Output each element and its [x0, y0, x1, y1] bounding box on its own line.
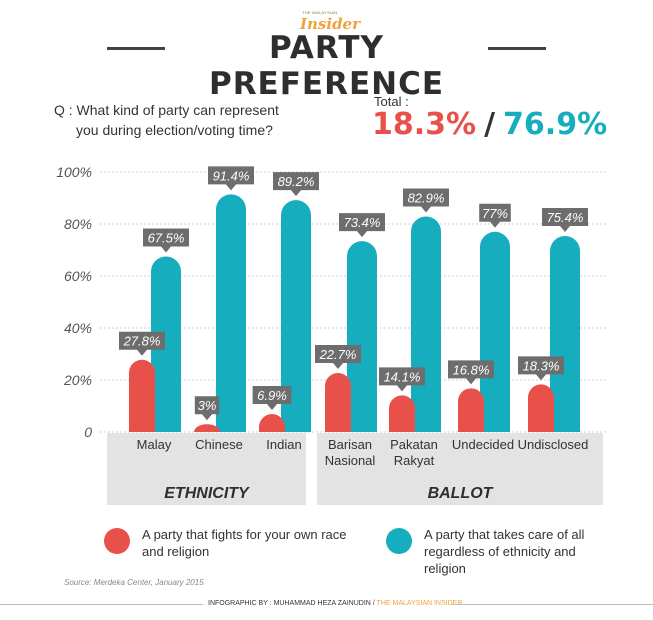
data-red-label: 27.8%: [123, 334, 161, 349]
group-label-ballot: BALLOT: [428, 485, 494, 502]
data-teal-label: 73.4%: [344, 215, 381, 230]
y-tick-label: 100%: [56, 164, 92, 180]
y-tick-label: 20%: [63, 372, 92, 388]
data-red-label: 3%: [198, 398, 217, 413]
page-title: PARTY PREFERENCE: [208, 30, 445, 102]
footer-rule-left: [0, 604, 203, 605]
source-note: Source: Merdeka Center, January 2015: [64, 578, 204, 587]
data-teal-box: [403, 188, 449, 213]
y-tick-label: 40%: [64, 320, 92, 336]
legend-item-teal: A party that takes care of all regardles…: [386, 526, 584, 577]
data-teal-box: [542, 207, 588, 232]
data-teal-label: 77%: [482, 206, 508, 221]
data-red-box: [315, 344, 361, 369]
data-teal-label: 75.4%: [547, 210, 584, 225]
x-tick-label: Chinese: [195, 437, 243, 452]
data-red-box: [448, 360, 494, 385]
bar-red: [129, 359, 155, 432]
data-red-label: 6.9%: [257, 388, 287, 403]
legend-teal-text: A party that takes care of all regardles…: [424, 526, 584, 577]
x-tick-label: Indian: [266, 437, 301, 452]
bar-red: [458, 388, 484, 432]
data-teal-box: [273, 172, 319, 197]
data-red-box: [252, 386, 292, 411]
total-separator: /: [484, 107, 496, 142]
footer-credit-text: INFOGRAPHIC BY : MUHAMMAD HEZA ZAINUDIN …: [208, 600, 377, 607]
total-label: Total :: [374, 94, 409, 109]
group-panel-ethnicity: [107, 433, 306, 505]
x-tick-label: Nasional: [325, 453, 376, 468]
x-tick-label: Malay: [137, 437, 172, 452]
data-teal-box: [339, 213, 385, 238]
bar-teal: [411, 216, 441, 432]
footer-rule-right: [452, 604, 653, 605]
total-values: 18.3%/76.9%: [372, 107, 607, 142]
data-teal-label: 89.2%: [278, 174, 315, 189]
data-red-label: 16.8%: [453, 362, 490, 377]
data-teal-label: 91.4%: [213, 168, 250, 183]
bar-teal: [281, 200, 311, 432]
footer-brand: THE MALAYSIAN INSIDER: [376, 600, 463, 607]
bar-red: [528, 384, 554, 432]
legend-teal-line-1: A party that takes care of all: [424, 527, 585, 542]
data-teal-label: 67.5%: [148, 231, 185, 246]
group-panel-ballot: [317, 433, 603, 505]
legend-red-text: A party that fights for your own race an…: [142, 526, 347, 560]
x-tick-label: Rakyat: [394, 453, 435, 468]
bar-teal: [216, 194, 246, 432]
data-red-label: 22.7%: [319, 347, 357, 362]
logo-wordmark: Insider: [300, 15, 360, 33]
data-red-box: [379, 367, 425, 392]
bar-red: [194, 424, 220, 432]
legend-teal-line-2: regardless of ethnicity and: [424, 544, 576, 559]
data-red-label: 14.1%: [384, 369, 421, 384]
data-teal-box: [479, 203, 511, 228]
footer-credit: INFOGRAPHIC BY : MUHAMMAD HEZA ZAINUDIN …: [208, 600, 462, 607]
y-tick-label: 0: [84, 424, 92, 440]
data-red-box: [194, 396, 220, 421]
x-tick-label: Undisclosed: [518, 437, 589, 452]
legend-item-red: A party that fights for your own race an…: [104, 526, 347, 560]
y-tick-label: 60%: [64, 268, 92, 284]
total-red-value: 18.3%: [372, 107, 477, 142]
bar-red: [259, 414, 285, 432]
y-tick-label: 80%: [64, 216, 92, 232]
data-teal-box: [143, 228, 189, 253]
brand-logo: THE MALAYSIAN Insider: [296, 10, 360, 33]
data-red-label: 18.3%: [523, 358, 560, 373]
question-line-1: Q : What kind of party can represent: [54, 102, 279, 118]
legend-teal-swatch: [386, 528, 412, 554]
total-teal-value: 76.9%: [503, 107, 608, 142]
x-tick-label: Undecided: [452, 437, 514, 452]
survey-question: Q : What kind of party can represent you…: [54, 100, 279, 140]
question-line-2: you during election/voting time?: [76, 122, 273, 138]
x-tick-label: Pakatan: [390, 437, 438, 452]
logo-small-text: THE MALAYSIAN: [302, 10, 338, 15]
bar-teal: [151, 256, 181, 432]
legend-red-line-1: A party that fights for your own race: [142, 527, 347, 542]
legend-red-line-2: and religion: [142, 544, 210, 559]
title-rule-left: [107, 47, 165, 50]
bar-red: [325, 372, 351, 432]
group-label-ethnicity: ETHNICITY: [164, 485, 250, 502]
data-red-box: [119, 331, 165, 356]
bar-teal: [480, 231, 510, 432]
bar-red: [389, 395, 415, 432]
title-rule-right: [488, 47, 546, 50]
x-tick-label: Barisan: [328, 437, 372, 452]
data-red-box: [518, 356, 564, 381]
data-teal-label: 82.9%: [408, 190, 445, 205]
legend-teal-line-3: religion: [424, 561, 466, 576]
bar-teal: [550, 235, 580, 432]
data-teal-box: [208, 166, 254, 191]
bar-teal: [347, 241, 377, 432]
legend-red-swatch: [104, 528, 130, 554]
